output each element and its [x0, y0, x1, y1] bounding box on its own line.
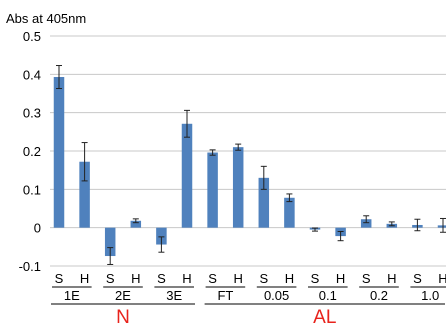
group-label: 3E	[166, 288, 182, 303]
y-tick-labels: -0.1 0 0.1 0.2 0.3 0.4 0.5	[19, 29, 41, 274]
group-label: 2E	[115, 288, 131, 303]
y-axis-label: Abs at 405nm	[6, 11, 86, 26]
bar-label: S	[311, 271, 320, 286]
bar	[53, 77, 65, 228]
y-tick-label: 0.4	[23, 67, 41, 82]
bar	[284, 197, 295, 228]
bar-label: S	[55, 271, 64, 286]
bar-label: H	[336, 271, 345, 286]
bar-label: H	[234, 271, 243, 286]
group-label: 1.0	[421, 288, 439, 303]
y-tick-label: -0.1	[19, 259, 41, 274]
group-label: 0.2	[370, 288, 388, 303]
bar	[156, 227, 167, 245]
bar-label: S	[208, 271, 217, 286]
bar	[79, 161, 90, 228]
bar	[181, 123, 193, 228]
bar-label: H	[285, 271, 294, 286]
bar-label: H	[80, 271, 89, 286]
y-tick-label: 0.3	[23, 106, 41, 121]
group-label: 0.1	[319, 288, 337, 303]
y-tick-label: 0.5	[23, 29, 41, 44]
bar	[258, 177, 270, 228]
bar-label: H	[182, 271, 191, 286]
gridlines	[50, 35, 446, 267]
group-label: 0.05	[264, 288, 289, 303]
y-tick-label: 0	[34, 221, 41, 236]
category-label: N	[116, 307, 130, 327]
bar	[104, 227, 116, 257]
bar-label: S	[413, 271, 422, 286]
bar-label: H	[438, 271, 446, 286]
bar	[437, 225, 446, 228]
bar-label: H	[131, 271, 140, 286]
group-label: FT	[217, 288, 233, 303]
bar-label: S	[259, 271, 268, 286]
group-label: 1E	[64, 288, 80, 303]
category-label: AL	[313, 307, 336, 327]
bar	[130, 220, 142, 228]
bar-label: S	[157, 271, 166, 286]
bar	[207, 152, 218, 228]
bar-label: S	[106, 271, 115, 286]
bar	[232, 147, 244, 228]
bar	[360, 219, 372, 228]
y-tick-label: 0.2	[23, 144, 41, 159]
bar-label: S	[362, 271, 371, 286]
bars	[53, 77, 446, 257]
error-bars	[56, 65, 446, 265]
bar-label: H	[387, 271, 396, 286]
y-tick-label: 0.1	[23, 182, 41, 197]
